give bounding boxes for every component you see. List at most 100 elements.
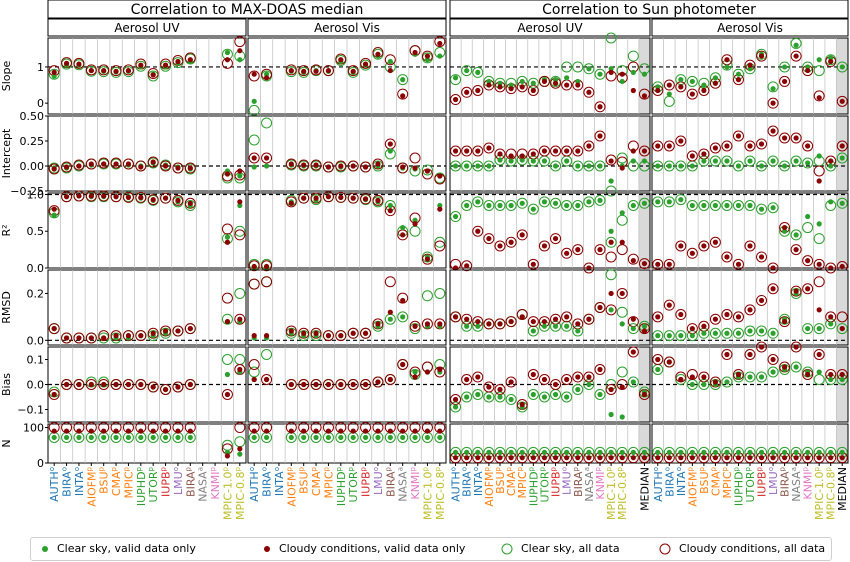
- point-cloudy-valid: [350, 330, 356, 336]
- xtick-label: BIRAp: [779, 466, 792, 497]
- point-cloudy-all: [310, 192, 322, 204]
- point-cloudy-all: [802, 255, 814, 267]
- point-clear-all: [686, 75, 698, 87]
- point-cloudy-all: [813, 165, 825, 177]
- point-clear-all: [450, 211, 462, 223]
- point-cloudy-all: [384, 54, 396, 66]
- point-cloudy-all: [397, 292, 409, 304]
- point-cloudy-all: [298, 65, 310, 77]
- point-clear-valid: [805, 64, 811, 70]
- point-cloudy-all: [505, 376, 517, 388]
- point-cloudy-valid: [497, 243, 503, 249]
- point-cloudy-all: [298, 327, 310, 339]
- point-clear-valid: [237, 451, 243, 457]
- point-clear-valid: [251, 164, 257, 170]
- point-clear-valid: [263, 163, 270, 169]
- point-cloudy-valid: [350, 381, 356, 388]
- point-clear-valid: [597, 71, 603, 77]
- point-cloudy-all: [160, 325, 172, 337]
- point-clear-all: [756, 371, 768, 383]
- point-cloudy-all: [538, 75, 550, 87]
- point-cloudy-valid: [51, 325, 57, 332]
- point-clear-all: [572, 200, 584, 211]
- point-cloudy-valid: [758, 53, 765, 59]
- point-cloudy-valid: [816, 261, 822, 267]
- point-cloudy-all: [234, 36, 246, 48]
- point-clear-all: [594, 194, 606, 206]
- point-cloudy-all: [98, 379, 110, 390]
- point-clear-valid: [828, 321, 834, 327]
- point-clear-valid: [400, 77, 406, 83]
- point-cloudy-valid: [288, 328, 294, 334]
- point-clear-all: [663, 95, 675, 107]
- point-clear-valid: [770, 330, 776, 336]
- ytick-label: 0.1: [27, 354, 45, 367]
- point-clear-valid: [839, 449, 845, 455]
- point-cloudy-valid: [497, 455, 503, 461]
- point-cloudy-valid: [597, 247, 603, 253]
- point-cloudy-all: [234, 313, 246, 325]
- point-clear-all: [248, 104, 260, 116]
- point-clear-all: [372, 320, 384, 332]
- point-clear-all: [744, 325, 756, 337]
- point-cloudy-all: [472, 371, 484, 383]
- point-cloudy-valid: [678, 376, 684, 383]
- point-cloudy-all: [122, 191, 134, 203]
- point-clear-valid: [735, 163, 742, 169]
- point-cloudy-all: [397, 359, 409, 370]
- point-clear-all: [561, 61, 573, 73]
- point-cloudy-valid: [251, 428, 257, 434]
- point-cloudy-valid: [51, 391, 57, 398]
- point-clear-valid: [412, 217, 418, 223]
- point-clear-valid: [552, 163, 559, 169]
- point-clear-all: [461, 391, 473, 403]
- point-cloudy-valid: [101, 428, 107, 434]
- point-cloudy-all: [147, 194, 159, 206]
- point-cloudy-all: [285, 64, 297, 76]
- point-clear-all: [790, 229, 802, 241]
- point-clear-valid: [816, 449, 822, 455]
- point-cloudy-valid: [338, 381, 344, 388]
- point-clear-all: [663, 160, 675, 172]
- point-cloudy-valid: [816, 455, 822, 461]
- point-clear-valid: [701, 381, 707, 388]
- point-cloudy-valid: [597, 104, 603, 110]
- point-cloudy-valid: [125, 67, 132, 74]
- point-cloudy-valid: [400, 297, 406, 304]
- point-cloudy-all: [322, 65, 334, 77]
- point-cloudy-all: [675, 309, 687, 321]
- point-cloudy-valid: [839, 371, 845, 378]
- xtick-label: MPICp: [322, 466, 335, 498]
- point-cloudy-all: [790, 132, 802, 144]
- point-clear-all: [767, 202, 779, 214]
- point-cloudy-valid: [251, 263, 257, 270]
- point-cloudy-valid: [175, 328, 181, 334]
- point-cloudy-valid: [597, 304, 603, 311]
- point-cloudy-valid: [101, 381, 107, 388]
- point-clear-all: [310, 330, 322, 342]
- point-cloudy-valid: [437, 321, 443, 327]
- point-cloudy-valid: [712, 455, 719, 461]
- point-clear-valid: [630, 449, 636, 455]
- xtick-label: CMAp: [110, 466, 123, 496]
- point-cloudy-all: [384, 374, 396, 385]
- ytick-label: 0.0: [27, 334, 45, 347]
- point-clear-valid: [508, 449, 514, 455]
- point-clear-all: [234, 287, 246, 299]
- point-clear-valid: [251, 98, 257, 104]
- xtick-label: NASAa: [197, 467, 210, 502]
- point-cloudy-valid: [575, 455, 581, 461]
- legend-marker-open-red: [659, 543, 671, 555]
- xtick-label: NASAa: [397, 467, 410, 502]
- point-cloudy-valid: [655, 455, 661, 461]
- point-cloudy-all: [663, 258, 675, 270]
- point-cloudy-all: [147, 381, 159, 393]
- point-cloudy-all: [184, 162, 196, 174]
- point-clear-valid: [497, 202, 503, 209]
- point-cloudy-valid: [387, 376, 393, 383]
- point-cloudy-all: [450, 94, 462, 106]
- xtick-label: BIRAo: [663, 467, 676, 497]
- point-cloudy-valid: [452, 148, 459, 154]
- point-cloudy-all: [652, 140, 664, 152]
- point-clear-valid: [689, 449, 695, 455]
